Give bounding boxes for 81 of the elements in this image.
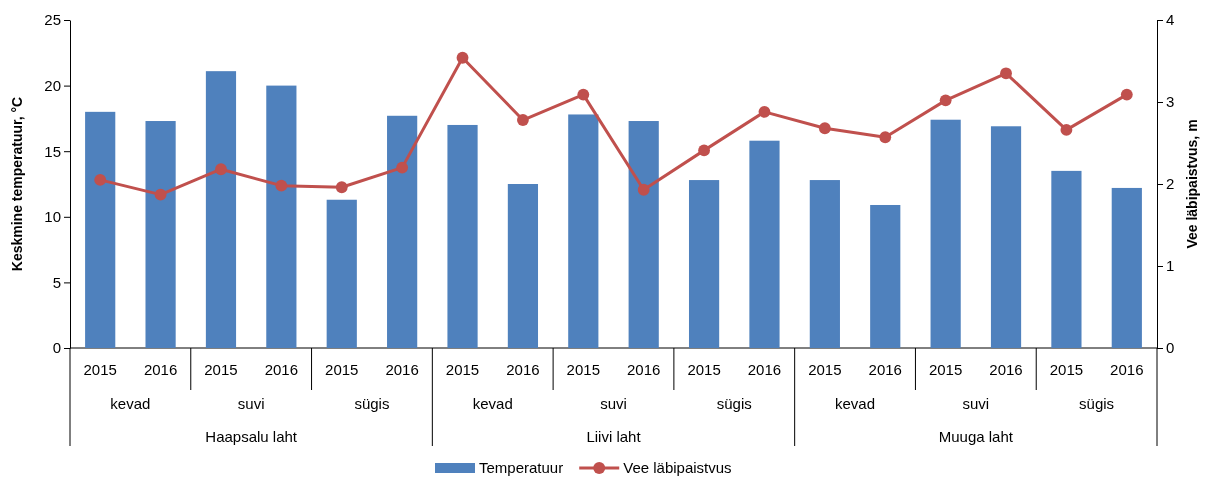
x-tick-label: 2016 bbox=[1110, 361, 1144, 378]
point bbox=[637, 183, 650, 196]
x-tick-label: 2015 bbox=[204, 361, 238, 378]
y2-tick-label: 4 bbox=[1166, 11, 1175, 29]
point bbox=[1000, 67, 1012, 80]
text: Liivi laht bbox=[586, 428, 642, 445]
point bbox=[396, 161, 409, 174]
x-tick-label: 2015 bbox=[928, 361, 963, 378]
x-tick-label: 2016 bbox=[143, 361, 178, 378]
bar bbox=[326, 199, 357, 348]
x-tick-label: 2016 bbox=[264, 361, 299, 378]
bar bbox=[266, 85, 297, 348]
point bbox=[517, 114, 529, 126]
y-tick-label: 0 bbox=[52, 339, 61, 357]
bar bbox=[1051, 170, 1082, 348]
y-axis-title: Keskmine temperatuur, °C bbox=[9, 96, 25, 272]
y2-tick-label: 3 bbox=[1166, 93, 1175, 111]
x-tick-label: 2016 bbox=[506, 361, 540, 378]
y-tick-label: 5 bbox=[52, 273, 61, 291]
point bbox=[215, 163, 227, 176]
text: sügis bbox=[716, 395, 752, 412]
bar bbox=[749, 140, 780, 348]
y2-tick-label: 2 bbox=[1166, 175, 1175, 193]
bar bbox=[85, 111, 116, 348]
point bbox=[275, 179, 288, 192]
point bbox=[94, 173, 107, 186]
x-tick-label: 2016 bbox=[989, 361, 1023, 378]
text: kevad bbox=[110, 395, 151, 412]
point bbox=[154, 188, 167, 201]
x-tick-label: 2015 bbox=[445, 361, 480, 378]
bar bbox=[1111, 187, 1142, 348]
y2-tick-label: 1 bbox=[1166, 257, 1175, 275]
text: suvi bbox=[237, 395, 265, 412]
bar bbox=[387, 115, 418, 348]
x-tick-label: 2015 bbox=[1049, 361, 1084, 378]
bar bbox=[568, 114, 599, 348]
x-tick-label: 2015 bbox=[808, 361, 842, 378]
x-tick-label: 2016 bbox=[747, 361, 782, 378]
legend-label: Temperatuur bbox=[479, 459, 564, 476]
bar bbox=[930, 119, 961, 348]
legend-label: Vee läbipaistvus bbox=[623, 459, 732, 476]
x-tick-label: 2015 bbox=[687, 361, 721, 378]
bar bbox=[628, 121, 659, 348]
x-tick-label: 2016 bbox=[627, 361, 661, 378]
y2-axis-title: Vee läbipaistvus, m bbox=[1184, 119, 1200, 249]
bar bbox=[990, 126, 1022, 348]
y-tick-label: 20 bbox=[44, 76, 61, 94]
x-tick-label: 2016 bbox=[868, 361, 902, 378]
bar bbox=[870, 204, 901, 348]
text: kevad bbox=[472, 395, 513, 412]
text: suvi bbox=[600, 395, 627, 412]
y-tick-label: 10 bbox=[44, 208, 61, 226]
y-tick-label: 25 bbox=[44, 11, 61, 29]
x-tick-label: 2015 bbox=[83, 361, 117, 378]
y-tick-label: 15 bbox=[44, 142, 61, 160]
x-tick-label: 2015 bbox=[325, 361, 359, 378]
x-tick-label: 2016 bbox=[385, 361, 419, 378]
bar bbox=[688, 180, 720, 348]
text: sügis bbox=[1079, 395, 1115, 412]
bar bbox=[145, 121, 176, 348]
bar bbox=[809, 180, 840, 348]
point bbox=[758, 105, 771, 118]
point bbox=[456, 51, 469, 64]
bar bbox=[447, 124, 478, 348]
bar bbox=[205, 71, 237, 348]
point bbox=[818, 122, 831, 135]
point bbox=[1060, 123, 1073, 136]
point bbox=[335, 181, 348, 194]
point bbox=[577, 88, 590, 101]
text: sügis bbox=[354, 395, 390, 412]
y2-tick-label: 0 bbox=[1166, 339, 1175, 357]
point bbox=[879, 131, 892, 144]
x-tick-label: 2015 bbox=[566, 361, 600, 378]
point bbox=[1120, 88, 1133, 101]
text: kevad bbox=[835, 395, 876, 412]
point bbox=[698, 144, 710, 157]
point bbox=[939, 94, 952, 107]
text: Haapsalu laht bbox=[205, 428, 298, 445]
text: suvi bbox=[962, 395, 990, 412]
bar bbox=[507, 184, 539, 348]
text: Muuga laht bbox=[938, 428, 1014, 445]
